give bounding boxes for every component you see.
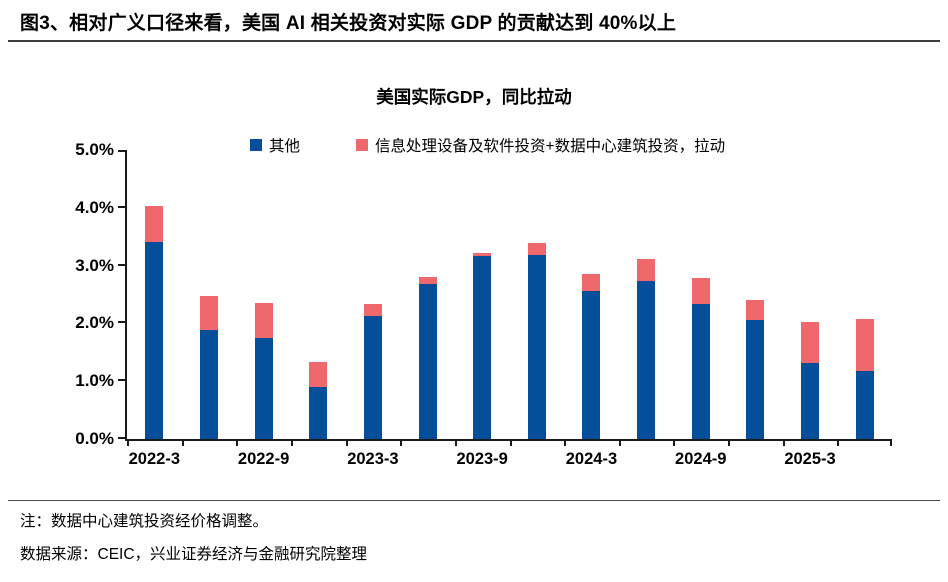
x-axis-tick xyxy=(890,439,892,446)
legend-item-other: 其他 xyxy=(250,134,300,156)
x-axis-tick xyxy=(837,439,840,446)
bar-2023-9-other xyxy=(473,256,492,439)
x-tick-label: 2023-3 xyxy=(347,450,399,468)
x-axis-tick xyxy=(400,439,403,446)
x-tick-label: 2023-9 xyxy=(456,450,508,468)
x-axis-tick xyxy=(236,439,239,446)
chart-title: 美国实际GDP，同比拉动 xyxy=(376,87,572,107)
x-tick-label: 2025-3 xyxy=(784,450,836,468)
y-axis-tick xyxy=(118,263,127,266)
bar-2024-3-other xyxy=(582,291,601,439)
x-axis-tick xyxy=(728,439,731,446)
bar-2025-3-ai xyxy=(801,322,820,363)
x-tick-label: 2022-9 xyxy=(237,450,290,468)
y-tick-label: 4.0% xyxy=(75,197,114,217)
bar-2022-6-other xyxy=(199,329,218,439)
bar-2024-6-ai xyxy=(637,258,656,282)
y-tick-label: 1.0% xyxy=(75,371,114,391)
x-tick-label: 2024-9 xyxy=(675,450,727,468)
bar-2024-9-other xyxy=(691,303,710,439)
bar-2023-6-ai xyxy=(418,277,437,285)
y-axis-tick xyxy=(118,205,127,208)
y-axis-tick xyxy=(118,321,127,324)
legend-label-ai-investment: 信息处理设备及软件投资+数据中心建筑投资，拉动 xyxy=(375,138,726,155)
legend-label-other: 其他 xyxy=(269,138,301,155)
bar-2022-12-ai xyxy=(309,362,328,387)
x-axis-tick xyxy=(181,439,184,446)
bar-2023-12-other xyxy=(527,255,546,439)
x-axis-tick xyxy=(290,439,293,446)
legend-item-ai-investment: 信息处理设备及软件投资+数据中心建筑投资，拉动 xyxy=(356,134,725,156)
y-axis-tick xyxy=(118,150,127,152)
x-axis-tick xyxy=(127,439,129,446)
y-tick-label: 5.0% xyxy=(75,140,114,159)
bar-2024-6-other xyxy=(637,281,656,439)
x-axis-tick xyxy=(345,439,348,446)
y-tick-label: 2.0% xyxy=(75,313,114,333)
bar-2025-3-other xyxy=(801,362,820,439)
y-axis-tick xyxy=(118,437,127,439)
bar-2022-3-other xyxy=(145,241,164,439)
figure-title: 图3、相对广义口径来看，美国 AI 相关投资对实际 GDP 的贡献达到 40%以… xyxy=(20,13,677,34)
bar-2022-9-ai xyxy=(254,302,273,338)
y-tick-label: 3.0% xyxy=(75,255,114,275)
footer-source: 数据来源：CEIC，兴业证券经济与金融研究院整理 xyxy=(20,546,368,563)
bar-2022-12-other xyxy=(309,386,328,439)
footer-note: 注：数据中心建筑投资经价格调整。 xyxy=(20,513,269,530)
bar-2022-6-ai xyxy=(199,296,218,330)
bar-2023-6-other xyxy=(418,284,437,439)
legend: 其他 信息处理设备及软件投资+数据中心建筑投资，拉动 xyxy=(250,134,725,156)
y-axis-tick xyxy=(118,379,127,382)
bar-2023-12-ai xyxy=(527,243,546,256)
x-axis-tick xyxy=(618,439,621,446)
bar-2024-12-other xyxy=(746,319,765,439)
bar-2025-6-other xyxy=(855,370,874,439)
bar-2023-3-ai xyxy=(363,304,382,317)
footer-divider xyxy=(8,500,940,501)
y-tick-label: 0.0% xyxy=(75,429,114,448)
bar-2022-9-other xyxy=(254,337,273,439)
x-tick-label: 2024-3 xyxy=(565,450,618,468)
bar-2023-9-ai xyxy=(473,252,492,257)
plot-area: 2022-3 2022-9 2023-3 2023-9 2024-3 2024-9 2025… xyxy=(75,140,892,468)
bar-2023-3-other xyxy=(363,316,382,439)
bar-2024-12-ai xyxy=(746,299,765,320)
x-axis-tick xyxy=(454,439,457,446)
x-tick-label: 2022-3 xyxy=(128,450,181,468)
x-axis-tick xyxy=(564,439,567,446)
bar-2024-3-ai xyxy=(582,273,601,292)
bar-2024-9-ai xyxy=(691,277,710,304)
legend-swatch-other-icon xyxy=(250,139,262,151)
legend-swatch-ai-investment-icon xyxy=(356,139,369,151)
x-axis-tick xyxy=(782,439,785,446)
bar-2022-3-ai xyxy=(145,206,164,242)
bar-2025-6-ai xyxy=(855,318,874,371)
title-divider xyxy=(8,40,940,42)
x-axis-tick xyxy=(673,439,676,446)
x-axis-tick xyxy=(509,439,512,446)
